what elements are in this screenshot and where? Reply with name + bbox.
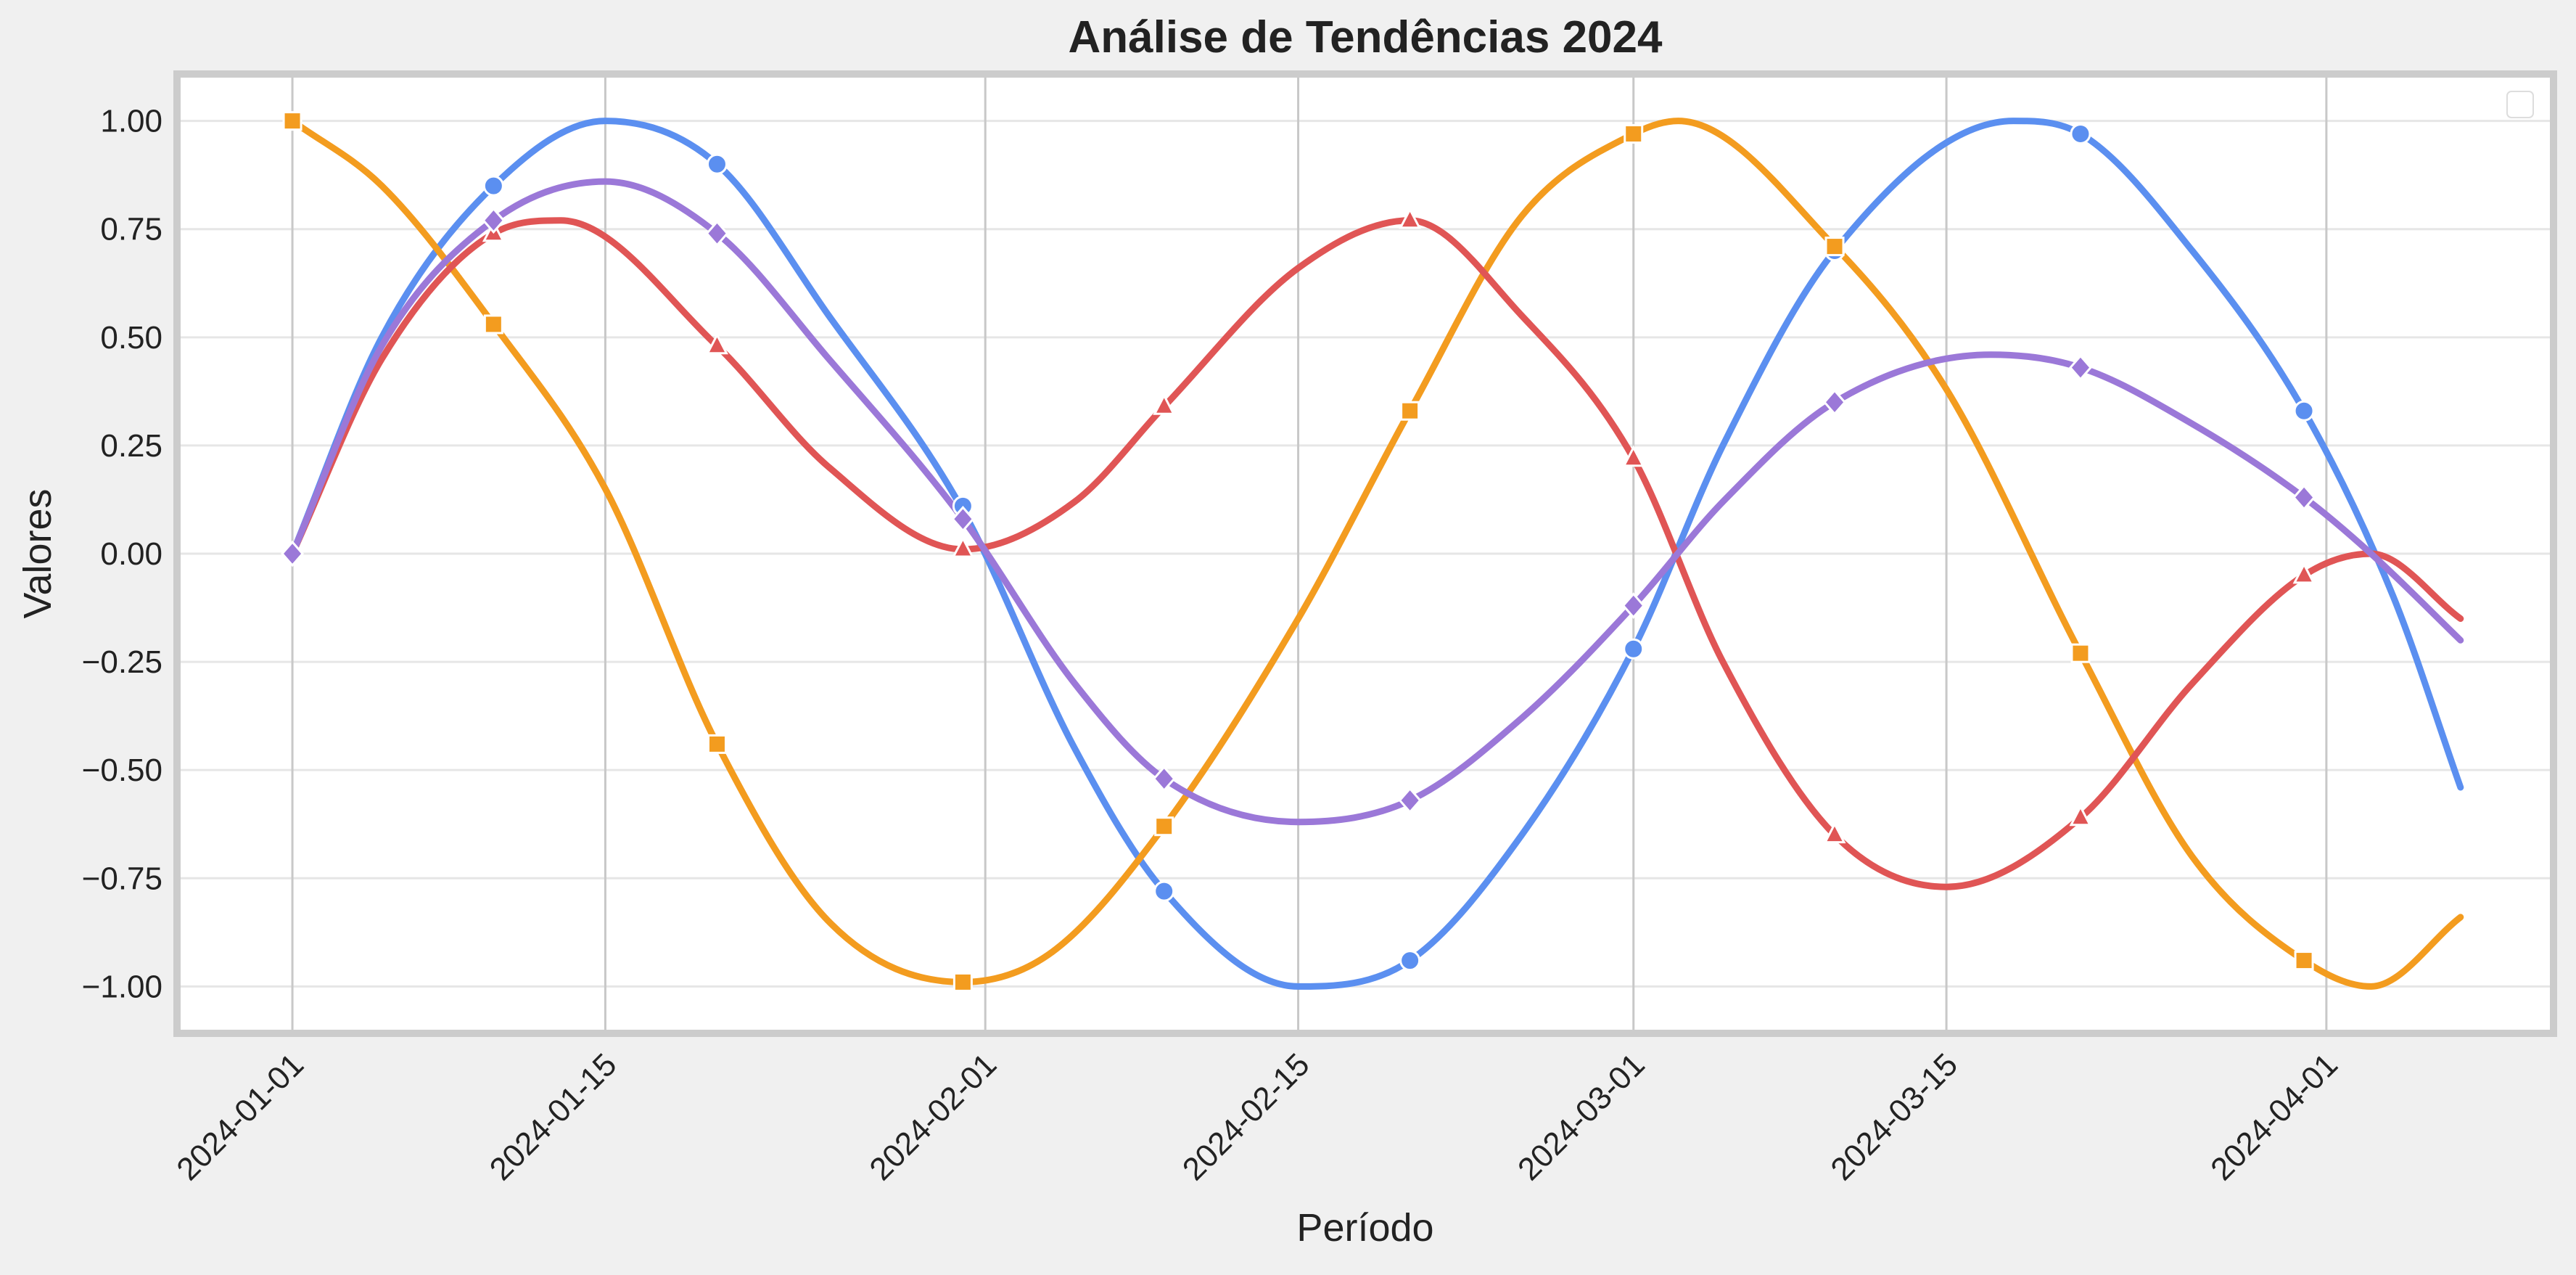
series-2-marker (707, 734, 727, 754)
series-4-marker (2068, 354, 2092, 381)
legend (2506, 91, 2534, 118)
series-4-marker (705, 220, 729, 247)
series-1-marker (2070, 123, 2091, 145)
series-2-marker (1624, 124, 1644, 144)
series-3-marker (1622, 445, 1645, 467)
x-axis-label: Período (1296, 1206, 1433, 1250)
series-3-line (289, 217, 2464, 890)
x-tick-labels: 2024-01-01 2024-01-15 2024-02-01 2024-02-15… (170, 1046, 2345, 1187)
series-4-marker (1823, 388, 1847, 416)
series-markers (281, 111, 2316, 992)
y-tick-label: −1.00 (82, 969, 162, 1004)
series-3-marker (1153, 393, 1176, 415)
x-tick-label: 2024-01-01 (170, 1046, 310, 1187)
series-1-marker (1399, 950, 1421, 972)
series-1-marker (1623, 638, 1645, 660)
x-tick-label: 2024-02-01 (863, 1046, 1003, 1187)
y-tick-label: 0.25 (100, 428, 162, 464)
chart-title: Análise de Tendências 2024 (1068, 12, 1663, 62)
series-2-marker (1154, 816, 1174, 837)
series-2-marker (2294, 951, 2314, 971)
series-1-marker (706, 153, 728, 175)
series-3-marker (706, 332, 728, 355)
series-1-marker (482, 175, 504, 197)
series-4-line (289, 178, 2464, 826)
y-tick-label: 0.75 (100, 212, 162, 247)
series-4-marker (1621, 592, 1645, 619)
series-4-marker (1398, 787, 1422, 814)
series-4-marker (2292, 484, 2316, 511)
series-2-marker (282, 111, 303, 131)
y-tick-label: 1.00 (100, 104, 162, 139)
y-axis-label: Valores (16, 488, 59, 618)
series-3-marker (1399, 207, 1422, 229)
x-tick-label: 2024-04-01 (2204, 1046, 2345, 1187)
series-4-marker (281, 540, 305, 567)
series-3-marker (1823, 821, 1846, 844)
series-1-marker (1153, 880, 1175, 902)
series-4-marker (1152, 765, 1176, 792)
series-4-marker (482, 207, 506, 234)
y-tick-labels: 1.00 0.75 0.50 0.25 0.00 −0.25 −0.50 −0.75 −1.00 (82, 104, 162, 1005)
y-tick-label: −0.75 (82, 861, 162, 896)
y-tick-label: −0.25 (82, 644, 162, 680)
x-tick-label: 2024-03-01 (1511, 1046, 1652, 1187)
series-2-marker (1400, 401, 1420, 421)
series-lines (289, 118, 2464, 990)
x-tick-label: 2024-03-15 (1824, 1046, 1964, 1187)
y-tick-label: −0.50 (82, 753, 162, 788)
series-3-marker (2069, 804, 2092, 827)
y-tick-label: 0.00 (100, 536, 162, 572)
series-3-marker (951, 536, 974, 558)
y-tick-label: 0.50 (100, 320, 162, 356)
series-1-marker (2293, 400, 2315, 422)
series-2-marker (483, 314, 503, 335)
x-tick-label: 2024-02-15 (1176, 1046, 1317, 1187)
series-2-marker (952, 972, 973, 992)
series-2-marker (2070, 643, 2091, 663)
series-2-line (289, 118, 2464, 990)
series-4-marker (951, 506, 975, 533)
x-tick-label: 2024-01-15 (483, 1046, 624, 1187)
series-2-marker (1824, 237, 1845, 257)
series-3-marker (2292, 562, 2316, 584)
